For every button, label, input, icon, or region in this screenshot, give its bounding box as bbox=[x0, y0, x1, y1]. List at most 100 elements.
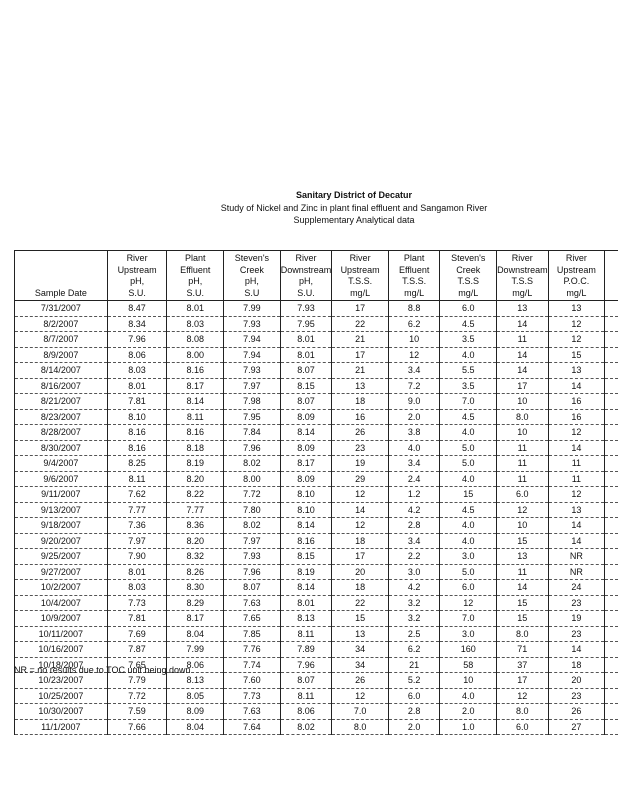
value-cell: 7.96 bbox=[279, 656, 333, 673]
header-line: mg/L bbox=[350, 287, 371, 298]
header-line: T.S.S. bbox=[348, 276, 373, 286]
value-cell: 3.0 bbox=[439, 548, 498, 565]
value-cell: 7.93 bbox=[223, 362, 281, 379]
value-cell: 8.26 bbox=[166, 563, 225, 580]
value-cell: 8.05 bbox=[166, 687, 225, 704]
footnote: NR = no results due to TOC unit being do… bbox=[14, 665, 191, 675]
value-cell: 7.73 bbox=[106, 594, 168, 611]
value-cell: 3.8 bbox=[387, 424, 441, 441]
value-cell: 7.63 bbox=[223, 594, 281, 611]
value-cell: 15 bbox=[496, 594, 549, 611]
value-cell: 8.07 bbox=[223, 579, 281, 596]
value-cell: 13 bbox=[547, 362, 606, 379]
value-cell: NR bbox=[604, 548, 618, 565]
value-cell: 7.98 bbox=[223, 393, 281, 410]
header-line: Effluent bbox=[398, 264, 430, 275]
value-cell: 7.36 bbox=[106, 517, 168, 534]
value-cell: 8.03 bbox=[106, 362, 168, 379]
value-cell: 18 bbox=[604, 455, 618, 472]
value-cell: 26 bbox=[547, 703, 606, 720]
header-line: Plant bbox=[606, 253, 618, 265]
value-cell: 7.87 bbox=[106, 641, 168, 658]
header-line: Effluent bbox=[180, 264, 211, 275]
value-cell: 7.69 bbox=[106, 625, 168, 642]
value-cell: 7.74 bbox=[223, 656, 281, 673]
value-cell: 14 bbox=[547, 532, 606, 549]
value-cell: 160 bbox=[439, 641, 498, 658]
value-cell: 5.0 bbox=[439, 455, 498, 472]
value-cell: 47 bbox=[604, 672, 618, 689]
header-line: Downstream bbox=[280, 264, 332, 275]
header-line: Creek bbox=[456, 264, 481, 275]
value-cell: 17 bbox=[331, 346, 389, 363]
value-cell: 8.09 bbox=[279, 408, 333, 425]
header-line: Creek bbox=[239, 264, 264, 275]
date-cell: 8/2/2007 bbox=[14, 315, 108, 332]
header-line: River bbox=[565, 253, 587, 263]
value-cell: 8.09 bbox=[279, 470, 333, 487]
value-cell: 47 bbox=[604, 656, 618, 673]
header-cell: River Upstream P.O.C. mg/L bbox=[547, 250, 606, 301]
header-line: River bbox=[126, 253, 148, 263]
value-cell: 24 bbox=[604, 439, 618, 456]
value-cell: 48 bbox=[604, 625, 618, 642]
value-cell: 11 bbox=[496, 563, 549, 580]
date-cell: 9/25/2007 bbox=[14, 548, 108, 565]
value-cell: 7.97 bbox=[223, 377, 281, 394]
value-cell: 12 bbox=[496, 687, 549, 704]
value-cell: 14 bbox=[496, 362, 549, 379]
value-cell: 20 bbox=[604, 424, 618, 441]
value-cell: 18 bbox=[331, 579, 389, 596]
value-cell: 7.96 bbox=[106, 331, 168, 348]
value-cell: 4.5 bbox=[439, 315, 498, 332]
value-cell: 23 bbox=[604, 532, 618, 549]
value-cell: 12 bbox=[439, 594, 498, 611]
value-cell: 8.29 bbox=[166, 594, 225, 611]
value-cell: 8.06 bbox=[106, 346, 168, 363]
value-cell: 8.01 bbox=[279, 331, 333, 348]
value-cell: 8.0 bbox=[496, 625, 549, 642]
date-cell: 8/28/2007 bbox=[14, 424, 108, 441]
header-line: pH, bbox=[298, 276, 313, 286]
header-line: S.U. bbox=[186, 287, 205, 298]
value-cell: 7.94 bbox=[223, 331, 281, 348]
title: Sanitary District of Decatur bbox=[295, 190, 413, 200]
value-cell: 8.14 bbox=[279, 517, 333, 534]
value-cell: 11 bbox=[496, 470, 549, 487]
value-cell: 8.14 bbox=[166, 393, 225, 410]
date-cell: 8/9/2007 bbox=[14, 346, 108, 363]
value-cell: NR bbox=[604, 563, 618, 580]
value-cell: 4.2 bbox=[387, 579, 441, 596]
header-line: Upstream bbox=[117, 264, 157, 275]
header-cell: Sample Date bbox=[14, 250, 108, 301]
value-cell: 3.0 bbox=[387, 563, 441, 580]
value-cell: NR bbox=[547, 563, 606, 580]
value-cell: 4.0 bbox=[439, 532, 498, 549]
value-cell: 8.01 bbox=[166, 300, 225, 317]
value-cell: 8.22 bbox=[166, 486, 225, 503]
value-cell: 14 bbox=[496, 346, 549, 363]
value-cell: 13 bbox=[331, 625, 389, 642]
value-cell: 8.02 bbox=[223, 517, 281, 534]
value-cell: 6.0 bbox=[439, 579, 498, 596]
value-cell: 4.2 bbox=[387, 501, 441, 518]
value-cell: 13 bbox=[331, 377, 389, 394]
value-cell: 59 bbox=[604, 703, 618, 720]
value-cell: 7.84 bbox=[223, 424, 281, 441]
value-cell: 7.0 bbox=[439, 393, 498, 410]
value-cell: 12 bbox=[547, 315, 606, 332]
value-cell: 40 bbox=[604, 641, 618, 658]
value-cell: 8.47 bbox=[106, 300, 168, 317]
value-cell: 7.59 bbox=[106, 703, 168, 720]
date-cell: 10/4/2007 bbox=[14, 594, 108, 611]
value-cell: 27 bbox=[547, 718, 606, 735]
value-cell: 6.0 bbox=[387, 687, 441, 704]
